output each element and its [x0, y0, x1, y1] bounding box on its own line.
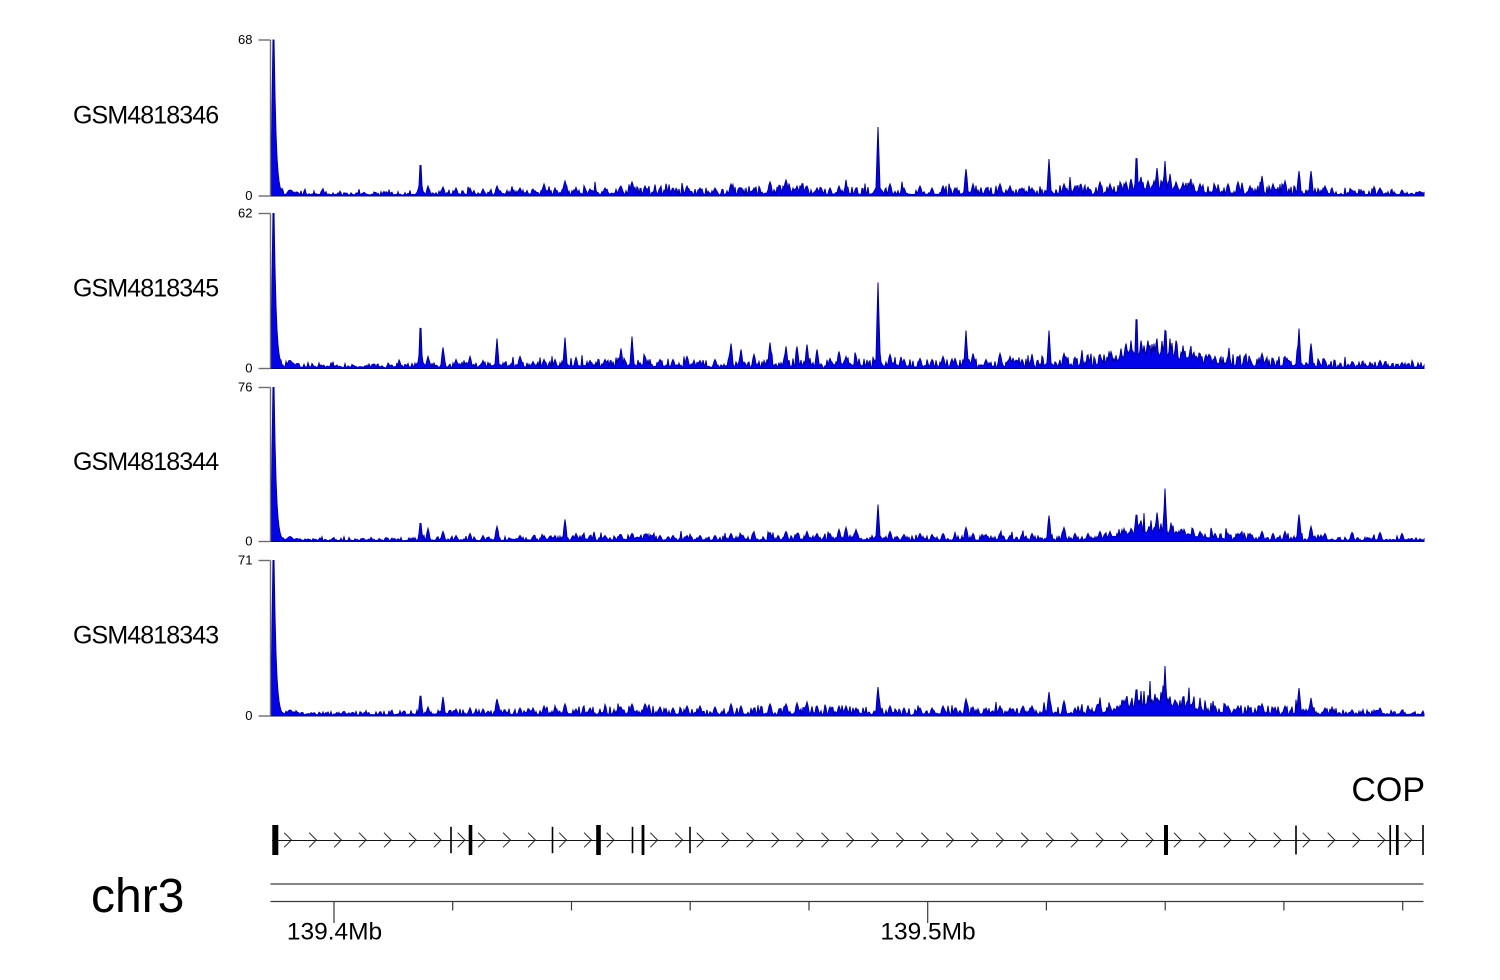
svg-text:COP: COP: [1351, 771, 1425, 809]
svg-text:0: 0: [245, 188, 252, 203]
svg-text:62: 62: [238, 205, 252, 220]
svg-text:68: 68: [238, 32, 252, 47]
svg-text:chr3: chr3: [91, 870, 184, 923]
svg-text:GSM4818344: GSM4818344: [73, 448, 219, 476]
svg-text:71: 71: [238, 552, 252, 567]
svg-text:0: 0: [245, 534, 252, 549]
svg-text:139.4Mb: 139.4Mb: [287, 919, 382, 946]
svg-text:0: 0: [245, 708, 252, 723]
svg-text:0: 0: [245, 361, 252, 376]
svg-text:139.5Mb: 139.5Mb: [880, 919, 975, 946]
svg-text:76: 76: [238, 379, 252, 394]
svg-text:GSM4818345: GSM4818345: [73, 274, 218, 302]
svg-text:GSM4818343: GSM4818343: [73, 622, 218, 650]
svg-text:GSM4818346: GSM4818346: [73, 101, 218, 129]
